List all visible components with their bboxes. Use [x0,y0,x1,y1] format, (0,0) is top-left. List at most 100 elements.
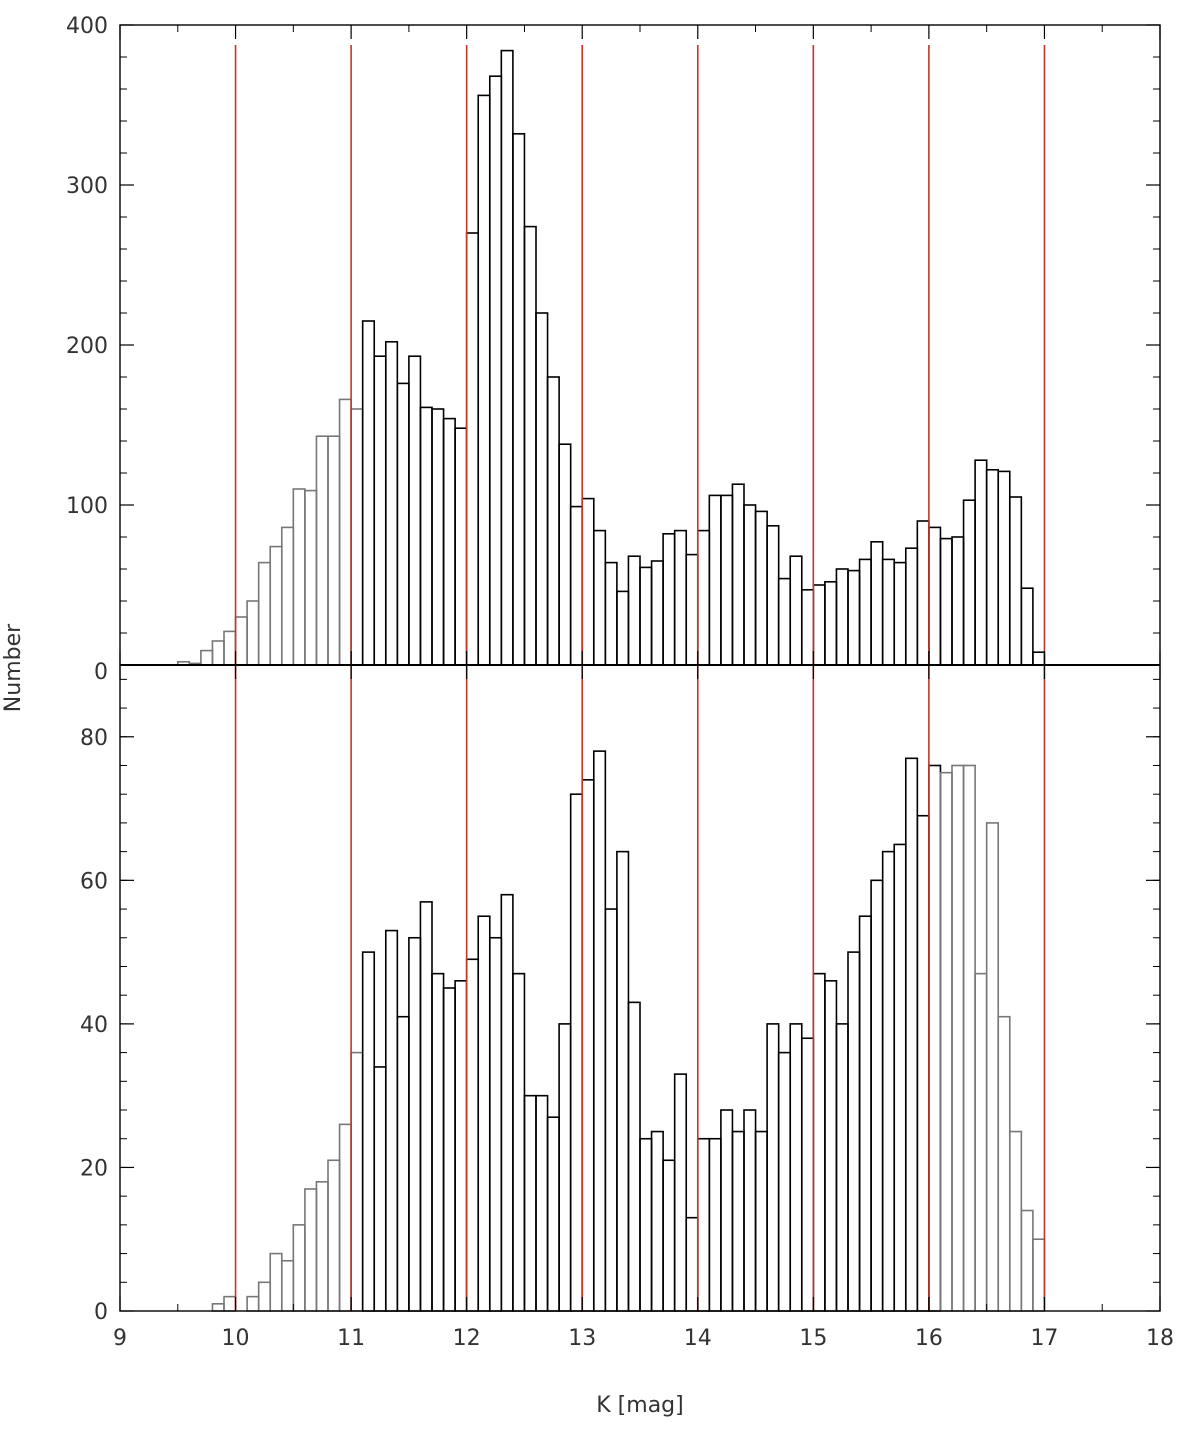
top-bar [928,526,942,666]
top-bar [974,459,988,666]
bottom-bar [904,757,919,1312]
bottom-bar [870,879,884,1312]
bottom-bar [257,1281,272,1312]
top-bar [650,560,664,666]
bottom-bar [835,1023,849,1312]
bottom-bar [893,843,907,1312]
bottom-bar [604,908,618,1312]
top-bar [315,435,329,666]
bottom-bar [916,814,930,1312]
top-bar [431,408,445,666]
bottom-panel: 0 20 40 60 80 [80,678,1160,1325]
bottom-bar [304,1188,318,1312]
top-bar [558,443,572,666]
bottom-bar [442,987,456,1312]
bottom-bar [847,951,861,1312]
top-bar [338,398,352,666]
bottom-bar [939,771,953,1312]
top-bar [743,504,757,666]
x-tick-label: 16 [915,1326,943,1351]
top-bar [789,555,803,666]
top-bar [824,580,838,666]
top-bar [696,529,711,666]
top-bar [962,499,976,666]
bottom-bar [465,958,480,1312]
top-bar [708,494,722,666]
bottom-bar [789,1023,803,1312]
top-bar [951,536,965,666]
bottom-bar [431,972,445,1312]
top-bar [1008,496,1023,666]
top-bar [211,640,225,666]
bottom-bar [673,1073,688,1312]
top-bar [800,588,815,666]
top-bar [870,540,884,666]
top-bar [592,529,607,666]
bottom-bar [396,1015,410,1312]
bottom-bar [639,1137,653,1312]
top-panel: 0 100 200 300 400 [66,14,1160,685]
bottom-bar [951,764,965,1312]
bottom-bar [997,1015,1011,1312]
top-bar [396,382,410,666]
top-bar [546,376,560,666]
bottom-y-tick-label: 80 [80,726,108,751]
top-bar [812,584,826,666]
bottom-bar [766,1023,780,1312]
x-tick-label: 11 [337,1326,365,1351]
top-bar [997,470,1011,666]
top-bar [280,526,295,666]
bottom-bar [292,1224,306,1312]
top-bar [766,524,780,666]
top-bar [512,133,526,666]
top-bar [939,537,953,666]
top-bar [234,616,248,666]
bottom-y-tick-label: 60 [80,869,108,894]
top-bar [246,600,260,666]
top-bar [223,630,237,666]
bottom-bar [627,1001,641,1312]
top-y-tick-label: 300 [66,174,108,199]
bottom-bar [824,980,838,1312]
top-bar [720,494,734,666]
bottom-bar [569,793,584,1312]
bottom-bar [246,1295,260,1312]
bottom-bar [881,850,896,1312]
bottom-bar [419,901,433,1312]
bottom-bar [373,1066,387,1312]
y-axis-label: Number [1,623,26,712]
top-bar [616,590,630,666]
bottom-bar [361,951,376,1312]
top-bar [893,561,907,666]
top-bar [916,520,930,666]
bottom-bar [477,915,491,1312]
bottom-bar [546,1116,560,1312]
x-tick-label: 15 [799,1326,827,1351]
bottom-bar [350,1051,364,1312]
top-bar [569,505,584,666]
top-bar [1032,651,1046,666]
bottom-bar [720,1109,734,1312]
top-bar [1020,587,1034,666]
top-bar [731,483,745,666]
bottom-bar [269,1252,283,1312]
bottom-bar [1020,1209,1034,1312]
bottom-bar [616,850,630,1312]
bottom-bar [223,1295,237,1312]
bottom-bar [592,750,607,1312]
bottom-bar [974,972,988,1312]
bottom-bar [1032,1238,1046,1312]
bottom-bar [512,972,526,1312]
bottom-bar [858,915,872,1312]
top-bar [662,532,676,666]
top-bar [384,340,399,666]
bottom-bar [211,1303,225,1312]
bottom-bar [985,822,1000,1312]
top-bar [535,312,549,666]
bottom-bar [384,929,399,1312]
bottom-bar [777,1051,792,1312]
bottom-bar [662,1159,676,1312]
top-bar [904,547,919,666]
top-bar [777,577,792,666]
